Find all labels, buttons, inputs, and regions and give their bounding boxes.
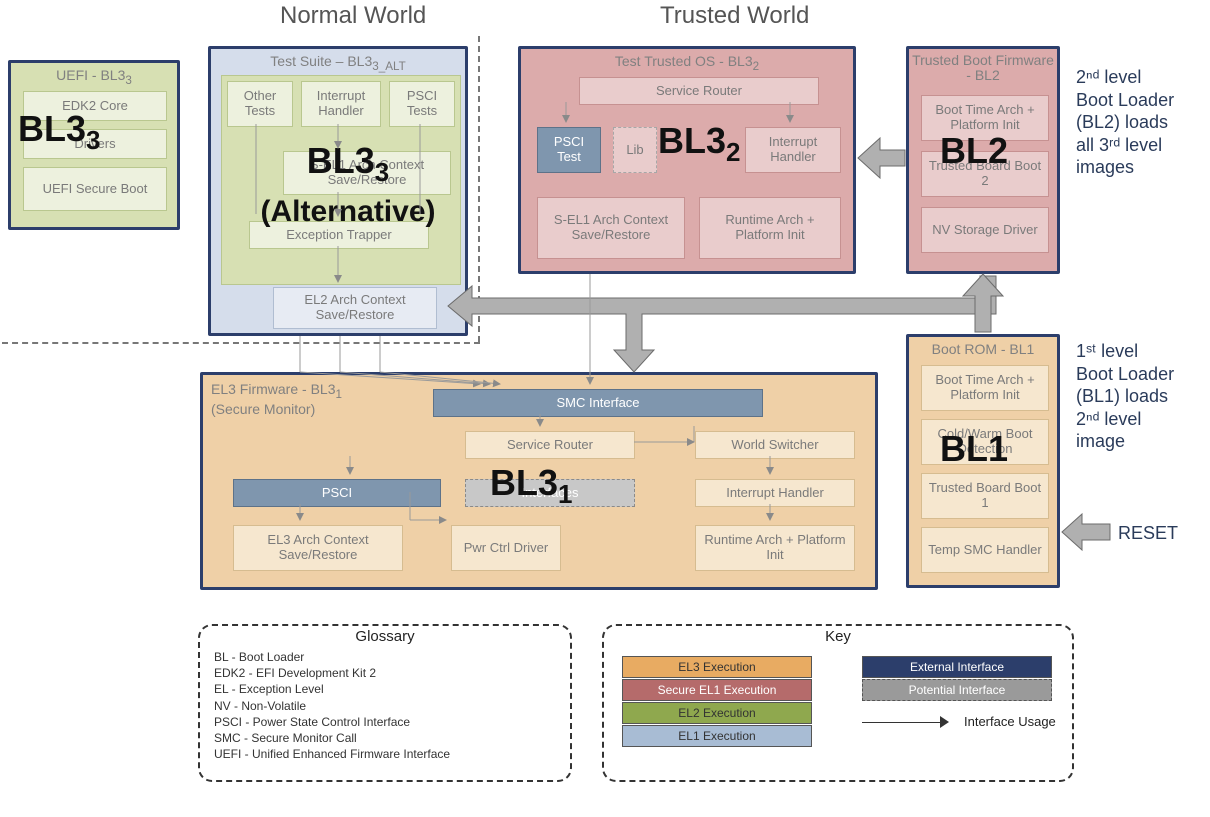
- tos-lib: Lib: [613, 127, 657, 173]
- uefi-box: UEFI - BL33 EDK2 Core Drivers UEFI Secur…: [8, 60, 180, 230]
- heading-normal-world: Normal World: [280, 2, 426, 30]
- bl2-cell-1: Trusted Board Boot 2: [921, 151, 1049, 197]
- el3-ctx: EL3 Arch Context Save/Restore: [233, 525, 403, 571]
- el3-service-router: Service Router: [465, 431, 635, 459]
- el3-interrupt-handler: Interrupt Handler: [695, 479, 855, 507]
- ts-interrupt-handler: Interrupt Handler: [301, 81, 381, 127]
- el3-psci: PSCI: [233, 479, 441, 507]
- key-heading: Key: [604, 628, 1072, 645]
- tos-rt: Runtime Arch + Platform Init: [699, 197, 841, 259]
- key-el3: EL3 Execution: [622, 656, 812, 678]
- glossary-body: BL - Boot Loader EDK2 - EFI Development …: [200, 645, 570, 770]
- key-sel1: Secure EL1 Execution: [622, 679, 812, 701]
- el3-box: EL3 Firmware - BL31 (Secure Monitor) SMC…: [200, 372, 878, 590]
- glossary-box: Glossary BL - Boot Loader EDK2 - EFI Dev…: [198, 624, 572, 782]
- bl1-cell-1: Cold/Warm Boot Detection: [921, 419, 1049, 465]
- sidenote-bl1: 1ˢᵗ level Boot Loader (BL1) loads 2ⁿᵈ le…: [1076, 340, 1206, 453]
- sidenote-reset: RESET: [1118, 522, 1178, 545]
- el3-pwr: Pwr Ctrl Driver: [451, 525, 561, 571]
- bl1-cell-2: Trusted Board Boot 1: [921, 473, 1049, 519]
- tos-psci-test: PSCI Test: [537, 127, 601, 173]
- uefi-cell-drivers: Drivers: [23, 129, 167, 159]
- key-external: External Interface: [862, 656, 1052, 678]
- ts-context: S-EL1 Arch Context Save/Restore: [283, 151, 451, 195]
- trusted-os-title: Test Trusted OS - BL32: [521, 53, 853, 73]
- bl2-box: Trusted Boot Firmware - BL2 Boot Time Ar…: [906, 46, 1060, 274]
- bl1-title: Boot ROM - BL1: [909, 341, 1057, 357]
- key-el2: EL2 Execution: [622, 702, 812, 724]
- test-suite-box: Test Suite – BL33_ALT Other Tests Interr…: [208, 46, 468, 336]
- world-divider-vertical: [478, 36, 480, 342]
- uefi-cell-secureboot: UEFI Secure Boot: [23, 167, 167, 211]
- uefi-cell-edk2: EDK2 Core: [23, 91, 167, 121]
- world-divider-horizontal: [2, 342, 480, 344]
- test-suite-title: Test Suite – BL33_ALT: [211, 53, 465, 73]
- ts-exception-trapper: Exception Trapper: [249, 221, 429, 249]
- el3-rt: Runtime Arch + Platform Init: [695, 525, 855, 571]
- glossary-heading: Glossary: [200, 628, 570, 645]
- key-el1: EL1 Execution: [622, 725, 812, 747]
- diagram-stage: Normal World Trusted World UEFI - BL33 E…: [0, 0, 1210, 817]
- key-usage-label: Interface Usage: [964, 714, 1056, 729]
- tos-interrupt-handler: Interrupt Handler: [745, 127, 841, 173]
- tos-ctx: S-EL1 Arch Context Save/Restore: [537, 197, 685, 259]
- tos-service-router: Service Router: [579, 77, 819, 105]
- bl1-cell-3: Temp SMC Handler: [921, 527, 1049, 573]
- ts-other-tests: Other Tests: [227, 81, 293, 127]
- bl2-cell-0: Boot Time Arch + Platform Init: [921, 95, 1049, 141]
- key-arrow-head-icon: [940, 716, 949, 728]
- bl1-box: Boot ROM - BL1 Boot Time Arch + Platform…: [906, 334, 1060, 588]
- key-potential: Potential Interface: [862, 679, 1052, 701]
- el3-title: EL3 Firmware - BL31 (Secure Monitor): [211, 381, 411, 417]
- key-arrow-line: [862, 722, 942, 723]
- el3-smc: SMC Interface: [433, 389, 763, 417]
- trusted-os-box: Test Trusted OS - BL32 Service Router PS…: [518, 46, 856, 274]
- heading-trusted-world: Trusted World: [660, 2, 809, 30]
- bl2-title: Trusted Boot Firmware - BL2: [909, 53, 1057, 84]
- ts-psci-tests: PSCI Tests: [389, 81, 455, 127]
- bl2-cell-2: NV Storage Driver: [921, 207, 1049, 253]
- sidenote-bl2: 2ⁿᵈ level Boot Loader (BL2) loads all 3ʳ…: [1076, 66, 1206, 179]
- el3-world-switcher: World Switcher: [695, 431, 855, 459]
- ts-el2-context: EL2 Arch Context Save/Restore: [273, 287, 437, 329]
- el3-interfaces: Interfaces: [465, 479, 635, 507]
- bl1-cell-0: Boot Time Arch + Platform Init: [921, 365, 1049, 411]
- key-box: Key EL3 Execution Secure EL1 Execution E…: [602, 624, 1074, 782]
- uefi-title: UEFI - BL33: [11, 67, 177, 87]
